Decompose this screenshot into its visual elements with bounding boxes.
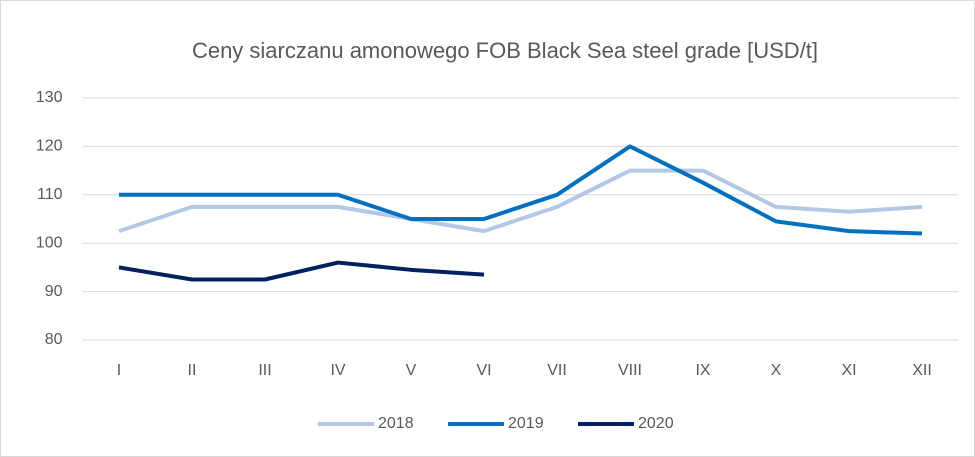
chart-title: Ceny siarczanu amonowego FOB Black Sea s… [192,38,818,63]
x-tick-label: VII [547,362,567,379]
x-tick-label: I [117,362,121,379]
x-tick-label: VI [476,362,491,379]
y-tick-label: 100 [36,234,63,251]
series-line [118,168,923,234]
x-tick-label: V [406,362,417,379]
y-tick-label: 80 [45,331,63,348]
y-tick-label: 90 [45,283,63,300]
y-tick-label: 130 [36,89,63,106]
series-line [118,260,485,282]
x-tick-label: XI [841,362,856,379]
x-tick-label: IX [695,362,710,379]
x-tick-label: III [258,362,271,379]
x-tick-label: II [188,362,197,379]
legend-label: 2018 [378,415,414,432]
y-tick-label: 120 [36,138,63,155]
x-tick-label: XII [912,362,932,379]
legend-label: 2019 [508,415,544,432]
series-line [119,144,923,236]
y-tick-label: 110 [37,186,63,203]
x-tick-label: IV [330,362,345,379]
legend-label: 2020 [638,415,674,432]
x-tick-label: X [771,362,782,379]
x-tick-label: VIII [618,362,642,379]
